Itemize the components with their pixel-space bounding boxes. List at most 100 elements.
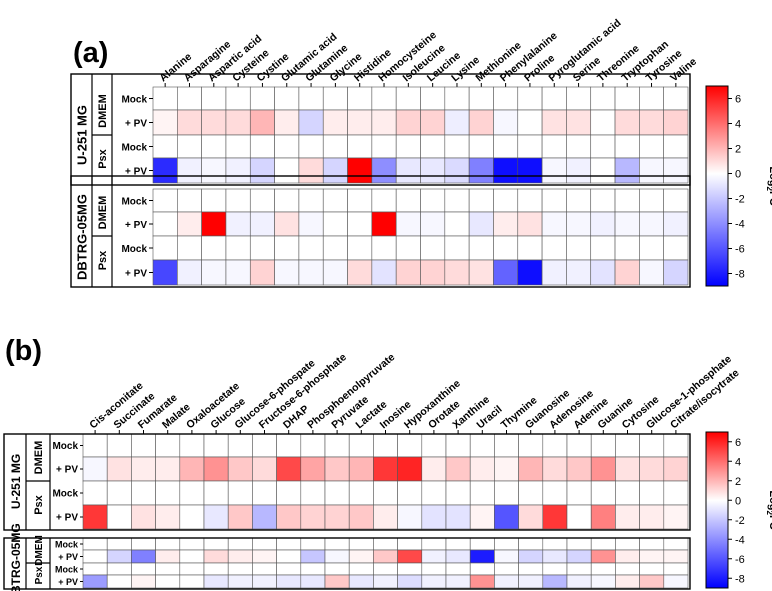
heatmap-cell (615, 574, 640, 589)
heatmap-cell (615, 480, 640, 506)
medium-label: Psx (97, 148, 109, 168)
heatmap-cell (493, 235, 519, 261)
heatmap-cell (494, 480, 519, 506)
row-label: + PV (125, 167, 147, 178)
heatmap-cell (152, 109, 178, 136)
heatmap-cell (493, 157, 519, 184)
block-frame (70, 73, 691, 186)
heatmap-cell (155, 456, 181, 482)
heatmap-cell (493, 211, 519, 237)
heatmap-cell (131, 574, 156, 589)
heatmap-cell (131, 433, 156, 458)
heatmap-cell (468, 211, 494, 237)
heatmap-cell (225, 157, 251, 184)
heatmap-cell (444, 188, 470, 213)
heatmap-cell (468, 188, 494, 213)
heatmap-cell (348, 433, 374, 458)
heatmap-cell (421, 562, 447, 576)
heatmap-cell (152, 86, 178, 111)
heatmap-cell (590, 211, 616, 237)
heatmap-cell (131, 504, 156, 530)
heatmap-cell (179, 537, 205, 551)
heatmap-cell (324, 562, 350, 576)
row-label: + PV (56, 513, 78, 524)
heatmap-cell (276, 574, 302, 589)
colorbar-gradient (705, 85, 729, 287)
row-label: Mock (121, 197, 147, 208)
heatmap-cell (348, 504, 374, 530)
colorbar-tick-label: 4 (735, 456, 741, 468)
heatmap-cell (445, 562, 471, 576)
heatmap-cell (274, 86, 300, 111)
heatmap-cell (201, 259, 227, 286)
row-label: Mock (52, 489, 78, 500)
heatmap-cell (373, 574, 398, 589)
heatmap-cell (518, 562, 544, 576)
heatmap-cell (201, 235, 227, 261)
heatmap-cell (615, 537, 640, 551)
heatmap-cell (249, 109, 275, 136)
heatmap-cell (518, 480, 544, 506)
heatmap-cell (639, 188, 664, 213)
heatmap-cell (203, 537, 229, 551)
heatmap-cell (131, 549, 156, 564)
heatmap-cell (445, 480, 471, 506)
heatmap-cell (298, 109, 324, 136)
heatmap-cell (227, 433, 253, 458)
heatmap-cell (542, 433, 568, 458)
colorbar-tick-label: -2 (735, 515, 745, 527)
heatmap-cell (252, 433, 277, 458)
heatmap-cell (517, 188, 543, 213)
heatmap-cell (566, 109, 592, 136)
cell-line-label: DBTRG-05MG (9, 523, 23, 591)
heatmap-cell (82, 549, 108, 564)
heatmap-cell (444, 211, 470, 237)
heatmap-cell (420, 157, 446, 184)
heatmap-cell (252, 537, 277, 551)
heatmap-cell (373, 562, 398, 576)
heatmap-cell (614, 211, 640, 237)
heatmap-cell (395, 211, 421, 237)
heatmap-cell (541, 134, 567, 159)
heatmap-cell (444, 86, 470, 111)
heatmap-cell (322, 134, 348, 159)
heatmap-cell (639, 549, 665, 564)
heatmap-cell (322, 235, 348, 261)
heatmap-cell (517, 157, 543, 184)
heatmap-cell (274, 134, 300, 159)
heatmap-cell (494, 504, 519, 530)
heatmap-cell (322, 109, 348, 136)
heatmap-cell (274, 157, 300, 184)
heatmap-cell (639, 433, 665, 458)
heatmap-cell (663, 504, 689, 530)
colorbar-tick-label: 2 (735, 476, 741, 488)
heatmap-cell (493, 259, 519, 286)
heatmap-cell (590, 537, 616, 551)
heatmap-cell (590, 134, 616, 159)
heatmap-cell (347, 134, 373, 159)
heatmap-cell (395, 235, 421, 261)
heatmap-cell (300, 433, 326, 458)
heatmap-cell (371, 109, 397, 136)
heatmap-cell (249, 259, 275, 286)
heatmap-cell (348, 456, 374, 482)
row-label: + PV (58, 577, 78, 587)
heatmap-cell (203, 562, 229, 576)
heatmap-cell (468, 134, 494, 159)
heatmap-cell (614, 188, 640, 213)
row-label: Mock (121, 244, 147, 255)
medium-label: Psx (33, 494, 45, 514)
heatmap-cell (518, 537, 544, 551)
heatmap-cell (203, 574, 229, 589)
heatmap-cell (517, 86, 543, 111)
cell-line-label: U-251 MG (75, 105, 90, 165)
heatmap-cell (663, 456, 689, 482)
row-label: + PV (125, 269, 147, 280)
heatmap-cell (152, 188, 178, 213)
heatmap-cell (493, 134, 519, 159)
heatmap-cell (420, 211, 446, 237)
heatmap-cell (397, 562, 423, 576)
heatmap-cell (179, 433, 205, 458)
heatmap-cell (493, 86, 519, 111)
heatmap-cell (469, 562, 495, 576)
